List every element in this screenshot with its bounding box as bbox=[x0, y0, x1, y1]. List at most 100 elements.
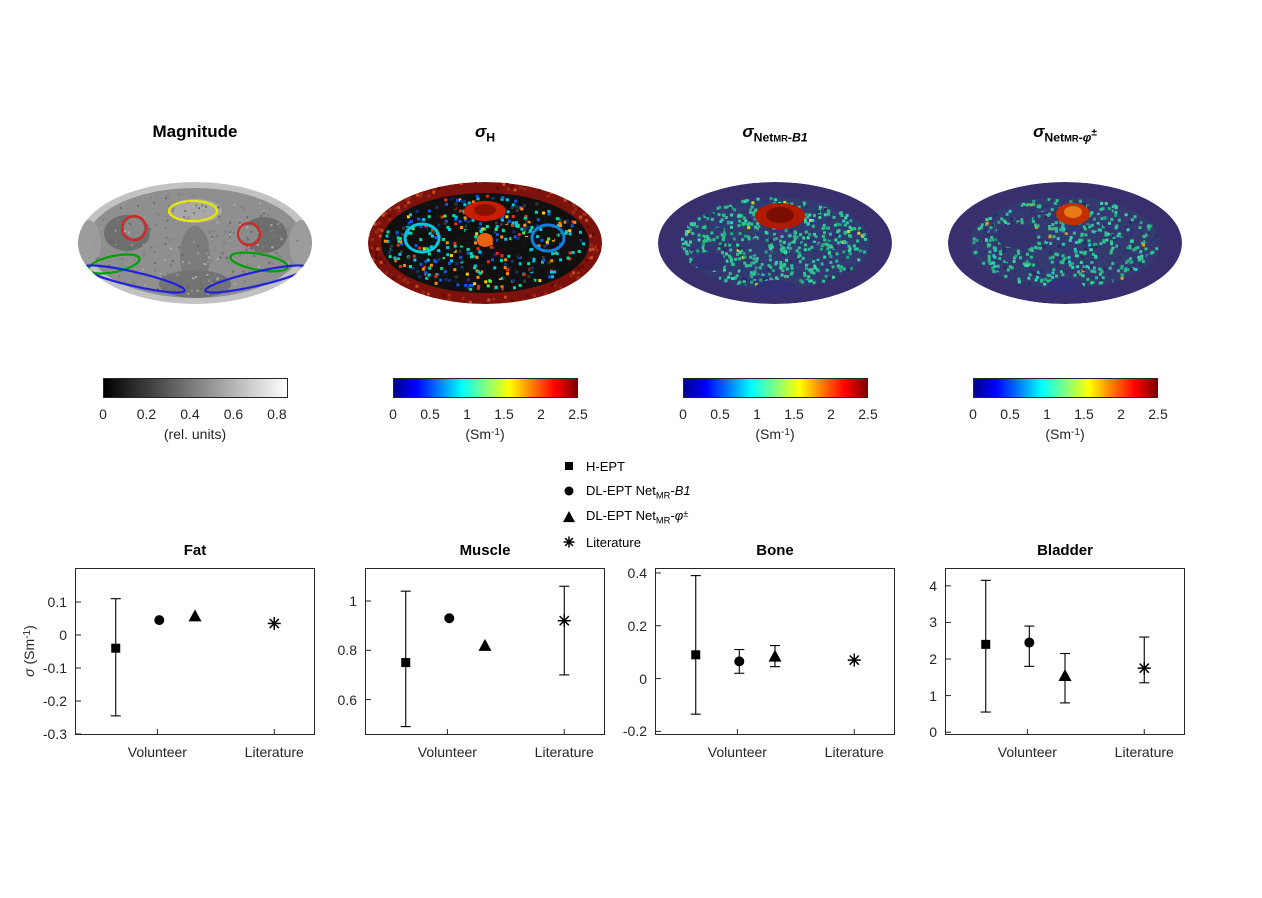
rect-shape bbox=[522, 187, 526, 191]
rect-shape bbox=[981, 238, 985, 242]
rect-shape bbox=[1017, 252, 1021, 256]
rect-shape bbox=[559, 258, 563, 262]
x-tick-label: Literature bbox=[534, 744, 594, 760]
rect-shape bbox=[809, 222, 813, 226]
rect-shape bbox=[991, 223, 995, 227]
rect-shape bbox=[208, 279, 211, 282]
rect-shape bbox=[478, 226, 482, 230]
rect-shape bbox=[1051, 271, 1055, 275]
rect-shape bbox=[493, 253, 497, 257]
rect-shape bbox=[1017, 280, 1021, 284]
rect-shape bbox=[1129, 233, 1133, 237]
rect-shape bbox=[195, 221, 198, 224]
rect-shape bbox=[1069, 235, 1073, 239]
rect-shape bbox=[426, 258, 430, 262]
rect-shape bbox=[156, 288, 159, 291]
rect-shape bbox=[731, 262, 735, 266]
rect-shape bbox=[1123, 269, 1127, 273]
rect-shape bbox=[495, 233, 499, 237]
rect-shape bbox=[816, 258, 820, 262]
rect-shape bbox=[813, 237, 817, 241]
rect-shape bbox=[743, 255, 747, 259]
rect-shape bbox=[985, 218, 989, 222]
rect-shape bbox=[849, 219, 853, 223]
rect-shape bbox=[571, 271, 575, 275]
rect-shape bbox=[984, 229, 988, 233]
colorbar-sigma-netmr-b1 bbox=[683, 378, 868, 398]
rect-shape bbox=[526, 209, 530, 213]
rect-shape bbox=[123, 230, 126, 233]
rect-shape bbox=[177, 193, 180, 196]
rect-shape bbox=[500, 287, 504, 291]
rect-shape bbox=[1079, 260, 1083, 264]
rect-shape bbox=[275, 252, 278, 255]
rect-shape bbox=[437, 257, 441, 261]
rect-shape bbox=[171, 209, 174, 212]
text-part: (Sm bbox=[1045, 426, 1072, 442]
rect-shape bbox=[1104, 225, 1108, 229]
rect-shape bbox=[423, 272, 427, 276]
rect-shape bbox=[848, 225, 852, 229]
rect-shape bbox=[474, 235, 478, 239]
rect-shape bbox=[1089, 248, 1093, 252]
marker-triangle bbox=[563, 510, 575, 522]
rect-shape bbox=[428, 232, 432, 236]
rect-shape bbox=[137, 204, 140, 207]
rect-shape bbox=[1079, 250, 1083, 254]
rect-shape bbox=[1074, 241, 1078, 245]
rect-shape bbox=[840, 220, 844, 224]
rect-shape bbox=[455, 241, 459, 245]
rect-shape bbox=[443, 214, 447, 218]
circle-shape bbox=[564, 486, 574, 496]
rect-shape bbox=[210, 281, 213, 284]
rect-shape bbox=[502, 183, 506, 187]
rect-shape bbox=[374, 245, 378, 249]
rect-shape bbox=[201, 290, 204, 293]
rect-shape bbox=[545, 245, 549, 249]
rect-shape bbox=[174, 272, 177, 275]
rect-shape bbox=[446, 253, 450, 257]
rect-shape bbox=[395, 230, 399, 234]
rect-shape bbox=[799, 279, 803, 283]
rect-shape bbox=[1021, 247, 1025, 251]
rect-shape bbox=[841, 258, 845, 262]
rect-shape bbox=[754, 259, 758, 263]
rect-shape bbox=[425, 268, 429, 272]
rect-shape bbox=[151, 210, 154, 213]
rect-shape bbox=[494, 221, 498, 225]
rect-shape bbox=[204, 263, 207, 266]
rect-shape bbox=[1052, 227, 1056, 231]
rect-shape bbox=[1120, 266, 1124, 270]
rect-shape bbox=[585, 258, 589, 262]
rect-shape bbox=[521, 241, 525, 245]
rect-shape bbox=[812, 232, 816, 236]
rect-shape bbox=[1030, 206, 1034, 210]
rect-shape bbox=[479, 251, 483, 255]
marker-square bbox=[565, 462, 573, 470]
rect-shape bbox=[1052, 268, 1056, 272]
colorbar-tick-label: 0.2 bbox=[136, 406, 157, 422]
rect-shape bbox=[712, 238, 716, 242]
rect-shape bbox=[434, 236, 438, 240]
rect-shape bbox=[1038, 205, 1042, 209]
rect-shape bbox=[408, 271, 412, 275]
rect-shape bbox=[452, 248, 456, 252]
rect-shape bbox=[752, 253, 756, 257]
rect-shape bbox=[782, 240, 786, 244]
rect-shape bbox=[411, 267, 415, 271]
rect-shape bbox=[747, 280, 751, 284]
rect-shape bbox=[196, 289, 199, 292]
rect-shape bbox=[815, 255, 819, 259]
rect-shape bbox=[467, 201, 471, 205]
rect-shape bbox=[827, 212, 831, 216]
rect-shape bbox=[529, 257, 533, 261]
rect-shape bbox=[733, 277, 737, 281]
rect-shape bbox=[845, 213, 849, 217]
marker-circle bbox=[1024, 637, 1035, 648]
rect-shape bbox=[743, 221, 747, 225]
rect-shape bbox=[1120, 276, 1124, 280]
rect-shape bbox=[503, 262, 507, 266]
rect-shape bbox=[987, 260, 991, 264]
rect-shape bbox=[404, 252, 408, 256]
rect-shape bbox=[823, 231, 827, 235]
